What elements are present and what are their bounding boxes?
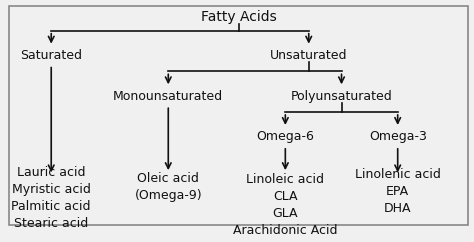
- Text: Fatty Acids: Fatty Acids: [201, 10, 276, 24]
- Text: Omega-6: Omega-6: [256, 130, 314, 144]
- Text: Unsaturated: Unsaturated: [270, 49, 347, 62]
- Text: Omega-3: Omega-3: [369, 130, 427, 144]
- Text: Linoleic acid
CLA
GLA
Arachidonic Acid: Linoleic acid CLA GLA Arachidonic Acid: [233, 173, 337, 237]
- Text: Polyunsaturated: Polyunsaturated: [291, 90, 392, 103]
- Text: Linolenic acid
EPA
DHA: Linolenic acid EPA DHA: [355, 168, 441, 215]
- Text: Lauric acid
Myristic acid
Palmitic acid
Stearic acid: Lauric acid Myristic acid Palmitic acid …: [11, 166, 91, 230]
- Text: Monounsaturated: Monounsaturated: [113, 90, 223, 103]
- Text: Saturated: Saturated: [20, 49, 82, 62]
- Text: Oleic acid
(Omega-9): Oleic acid (Omega-9): [135, 172, 202, 202]
